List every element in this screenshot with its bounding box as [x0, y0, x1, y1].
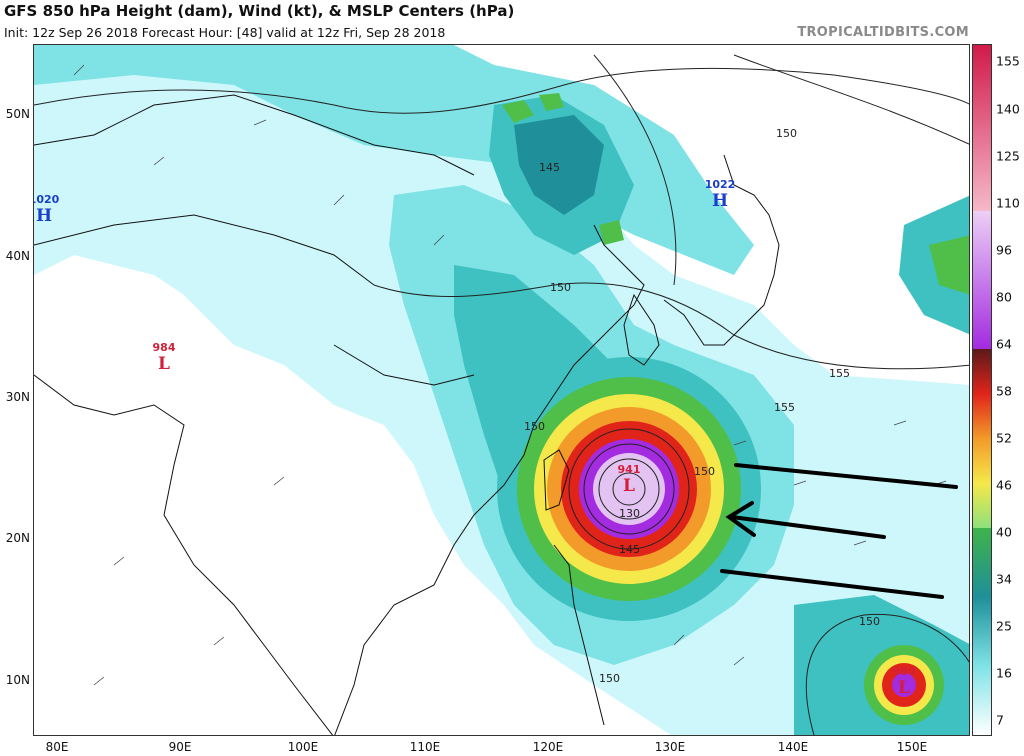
lon-label: 130E [654, 740, 686, 754]
colorbar-label: 140 [996, 101, 1020, 117]
brand-watermark: TROPICALTIDBITS.COM [797, 25, 969, 40]
high-pressure-center: 1022 H [704, 178, 736, 211]
contour-label: 150 [550, 281, 571, 294]
contour-label: 150 [776, 127, 797, 140]
colorbar-label: 155 [996, 53, 1020, 69]
contour-label: 150 [694, 465, 715, 478]
lat-label: 50N [5, 107, 30, 121]
colorbar-label: 34 [996, 571, 1012, 587]
colorbar-label: 64 [996, 336, 1012, 352]
annotation-arrows [720, 463, 958, 599]
contour-label: 130 [619, 507, 640, 520]
contour-label: 155 [774, 401, 795, 414]
lon-label: 100E [287, 740, 319, 754]
low-pressure-center: 984 L [892, 665, 916, 698]
map-canvas [34, 45, 969, 735]
typhoon-center: 941 L [617, 463, 641, 496]
map-panel: 145 150 150 155 155 150 150 130 145 150 … [33, 44, 970, 736]
lat-label: 20N [5, 531, 30, 545]
lon-label: 140E [777, 740, 809, 754]
coastlines [34, 94, 780, 735]
lon-label: 110E [409, 740, 441, 754]
colorbar-label: 58 [996, 383, 1012, 399]
lat-label: 40N [5, 249, 30, 263]
high-pressure-center: 1020 H [34, 193, 60, 226]
contour-label: 145 [619, 543, 640, 556]
colorbar-label: 40 [996, 524, 1012, 540]
init-info: Init: 12z Sep 26 2018 Forecast Hour: [48… [4, 25, 446, 40]
wind-shading [34, 45, 969, 735]
low-pressure-center: 984 L [152, 341, 176, 374]
height-contours [34, 54, 969, 735]
chart-title: GFS 850 hPa Height (dam), Wind (kt), & M… [4, 2, 515, 20]
lon-label: 150E [896, 740, 928, 754]
contour-label: 150 [599, 672, 620, 685]
lat-label: 30N [5, 390, 30, 404]
colorbar-label: 96 [996, 242, 1012, 258]
lon-label: 120E [532, 740, 564, 754]
colorbar-label: 46 [996, 477, 1012, 493]
lon-label: 80E [45, 740, 69, 754]
lon-label: 90E [168, 740, 192, 754]
contour-label: 145 [539, 161, 560, 174]
contour-label: 150 [524, 420, 545, 433]
colorbar-label: 7 [996, 712, 1004, 728]
colorbar-label: 125 [996, 148, 1020, 164]
contour-label: 150 [859, 615, 880, 628]
colorbar-label: 52 [996, 430, 1012, 446]
contour-label: 155 [829, 367, 850, 380]
lat-label: 10N [5, 673, 30, 687]
colorbar-label: 80 [996, 289, 1012, 305]
colorbar [972, 44, 992, 736]
colorbar-label: 25 [996, 618, 1012, 634]
colorbar-label: 110 [996, 195, 1020, 211]
colorbar-label: 16 [996, 665, 1012, 681]
